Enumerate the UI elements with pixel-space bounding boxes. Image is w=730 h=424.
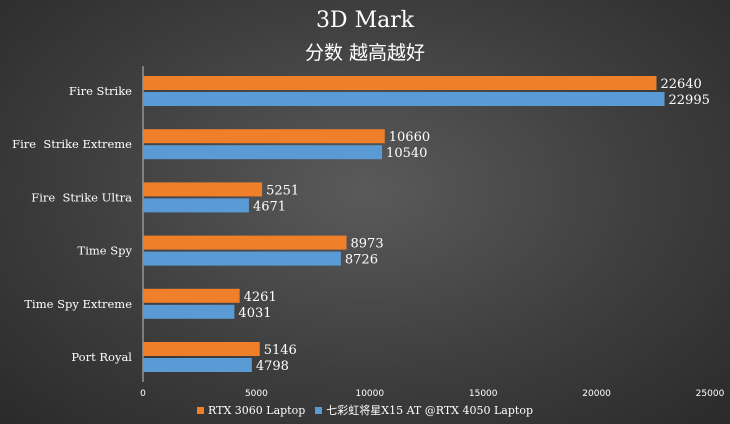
data-label-series-1: 5251 [266, 183, 299, 198]
data-label-series-2: 4031 [238, 306, 271, 321]
data-label-series-1: 8973 [351, 237, 384, 252]
legend-swatch-series-2 [315, 406, 323, 414]
data-label-series-1: 22640 [660, 77, 701, 92]
bar-series-2 [143, 304, 235, 319]
x-tick-label: 5000 [245, 389, 268, 399]
data-label-series-2: 22995 [669, 93, 710, 108]
bar-series-2 [143, 358, 252, 372]
bar-series-1 [143, 182, 263, 197]
data-label-series-2: 4798 [256, 359, 289, 374]
legend-item-series-1: RTX 3060 Laptop [197, 404, 305, 417]
bar-series-1 [143, 235, 347, 250]
x-tick-label: 0 [140, 389, 146, 399]
bar-series-2 [143, 198, 249, 213]
data-label-series-2: 10540 [386, 146, 427, 161]
bar-series-1 [143, 76, 657, 90]
x-tick-label: 15000 [469, 389, 498, 399]
data-label-series-1: 10660 [389, 130, 430, 145]
bar-series-1 [143, 129, 385, 144]
x-tick-label: 10000 [355, 389, 384, 399]
bar-series-1 [143, 288, 240, 303]
category-label: Time Spy [78, 244, 133, 258]
legend-label-series-2: 七彩虹将星X15 AT @RTX 4050 Laptop [326, 404, 533, 417]
chart-title: 3D Mark [315, 8, 415, 33]
legend: RTX 3060 Laptop 七彩虹将星X15 AT @RTX 4050 La… [0, 402, 730, 418]
category-label: Fire Strike Ultra [31, 190, 132, 204]
category-label: Port Royal [71, 350, 132, 364]
category-label: Time Spy Extreme [24, 297, 132, 311]
legend-label-series-1: RTX 3060 Laptop [208, 403, 306, 417]
bar-series-2 [143, 145, 383, 160]
chart-subtitle: 分数 越高越好 [304, 42, 426, 64]
bar-series-2 [143, 251, 341, 266]
category-label: Fire Strike [69, 84, 132, 98]
bar-series-1 [143, 342, 260, 356]
data-label-series-2: 4671 [253, 199, 286, 214]
bar-series-2 [143, 92, 665, 106]
data-label-series-1: 5146 [264, 343, 297, 358]
legend-item-series-2: 七彩虹将星X15 AT @RTX 4050 Laptop [315, 402, 533, 418]
category-label: Fire Strike Extreme [12, 137, 132, 151]
data-label-series-1: 4261 [244, 290, 277, 305]
data-label-series-2: 8726 [345, 253, 378, 268]
legend-swatch-series-1 [197, 406, 205, 414]
x-tick-label: 25000 [696, 389, 725, 399]
x-tick-label: 20000 [582, 389, 611, 399]
